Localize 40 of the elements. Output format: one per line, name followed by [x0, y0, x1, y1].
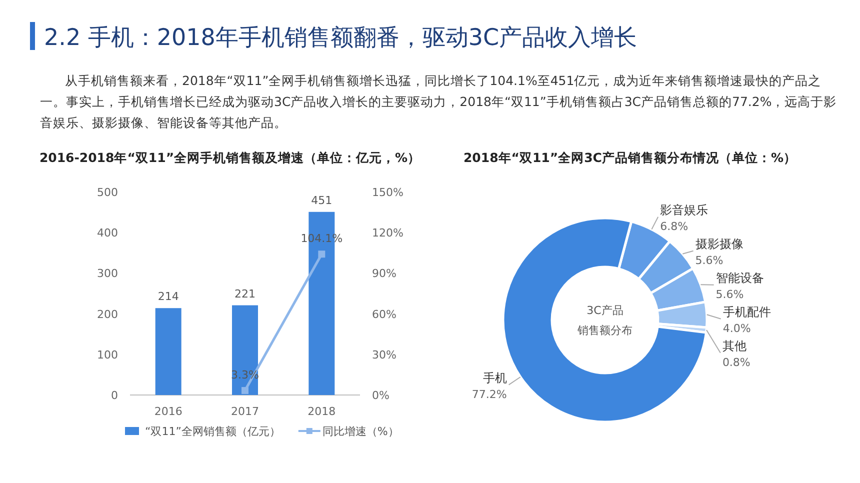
- y-tick-label: 0: [111, 389, 118, 402]
- slice-label: 手机: [482, 370, 507, 385]
- bar: [155, 308, 182, 395]
- y2-tick-label: 90%: [372, 267, 396, 280]
- y-tick-label: 500: [97, 186, 118, 199]
- chart-title: 2018年“双11”全网3C产品销售额分布情况（单位：%）: [463, 150, 797, 165]
- data-label: 214: [158, 290, 179, 304]
- data-label: 0.8%: [722, 356, 750, 369]
- text: 3C产品: [586, 304, 624, 317]
- data-label: 77.2%: [472, 388, 507, 401]
- legend-label: “双11”全网销售额（亿元）: [145, 425, 280, 438]
- slice-label: 智能设备: [716, 270, 764, 285]
- x-tick-label: 2016: [154, 405, 182, 418]
- slice-label: 摄影摄像: [695, 236, 744, 251]
- y2-tick-label: 30%: [372, 348, 396, 362]
- legend-label: 同比增速（%）: [322, 425, 399, 438]
- bar: [232, 305, 258, 395]
- slice-label: 影音娱乐: [660, 202, 708, 217]
- text: 2.2 手机：2018年手机销售额翻番，驱动3C产品收入增长: [44, 24, 638, 53]
- slice-label: 手机配件: [722, 304, 771, 319]
- chart-title: 2016-2018年“双11”全网手机销售额及增速（单位：亿元，%）: [39, 150, 421, 165]
- y2-tick-label: 60%: [372, 308, 396, 321]
- x-tick-label: 2018: [308, 405, 336, 418]
- data-label: 6.8%: [660, 220, 688, 233]
- y-tick-label: 300: [97, 267, 118, 280]
- data-label: 221: [234, 287, 256, 300]
- text: 销售额分布: [576, 324, 632, 337]
- y-tick-label: 400: [97, 226, 118, 240]
- text: 从手机销售额来看，2018年“双11”全网手机销售额增长迅猛，同比增长了104.1%至451亿元，成为近年来销售额增速最快的产品之一。事实上，手机销售增长已经成为驱动3C产品收入增长的主要驱动力，2018年“双11”手机销售额占3C产品销售总额的77.2%，远高于影音娱乐、摄影摄像、智能设备等其他产品。: [40, 72, 838, 132]
- y2-tick-label: 0%: [372, 389, 390, 402]
- data-label: 451: [311, 194, 332, 207]
- slice-label: 其他: [722, 338, 746, 353]
- y2-tick-label: 150%: [372, 186, 404, 199]
- y-tick-label: 100: [97, 348, 118, 362]
- x-tick-label: 2017: [231, 405, 259, 418]
- y2-tick-label: 120%: [372, 226, 404, 240]
- data-label: 4.0%: [722, 322, 751, 335]
- y-tick-label: 200: [97, 308, 118, 321]
- data-label: 5.6%: [716, 288, 744, 301]
- data-label: 5.6%: [695, 254, 724, 267]
